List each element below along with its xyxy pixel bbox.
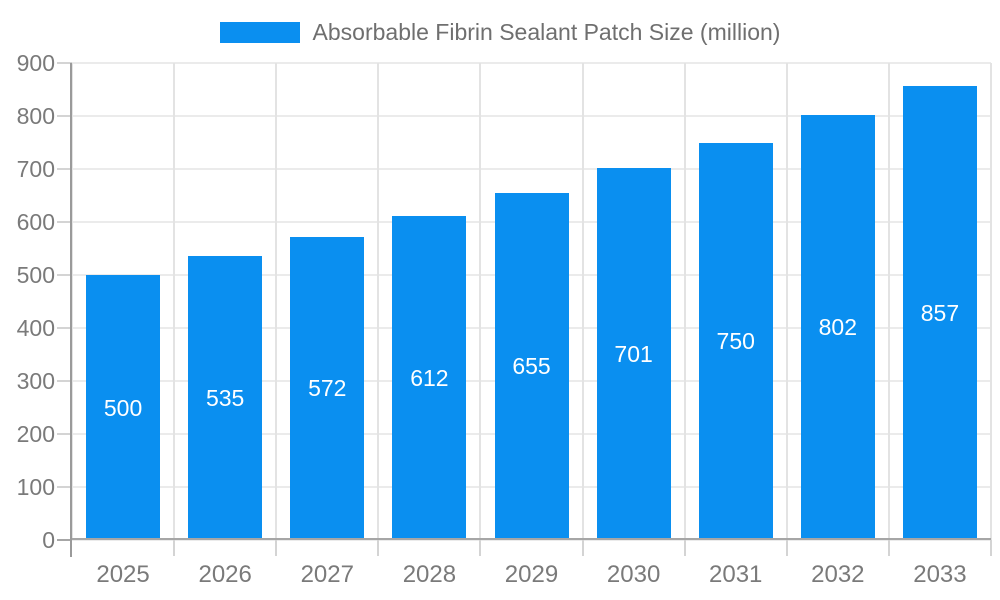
plot-area: 0 100 200 300 400 500 600 700 800 900 500 535 572 61… [17,50,992,588]
x-tick-label: 2026 [198,561,252,588]
bar-value-label: 750 [716,328,755,355]
y-tick-label: 600 [16,209,55,235]
v-gridline [990,63,992,540]
x-axis-line [72,538,991,540]
y-tick-mark [57,539,72,541]
y-tick-mark [57,62,72,64]
v-gridline [71,63,73,540]
bar-2027[interactable] [290,236,365,540]
x-tick-mark [581,540,584,556]
h-gridline [72,62,991,64]
x-tick-mark [785,540,788,556]
x-tick-mark [479,540,482,556]
x-tick-mark [275,540,278,556]
bar-2033[interactable] [902,85,977,540]
y-axis-line [70,63,72,557]
y-tick-mark [57,168,72,170]
y-tick-mark [57,221,72,223]
x-tick-mark [990,540,992,556]
x-tick-label: 2033 [913,561,967,588]
y-tick-label: 0 [42,527,55,553]
x-tick-label: 2025 [96,561,150,588]
y-tick-mark [57,327,72,329]
x-tick-label: 2028 [402,561,457,588]
y-tick-mark [57,486,72,488]
v-gridline [377,63,380,540]
bar-2025[interactable] [86,275,161,540]
bar-value-label: 612 [410,364,449,391]
bar-value-label: 572 [308,375,347,402]
x-tick-mark [683,540,686,556]
v-gridline [683,63,686,540]
y-tick-label: 800 [16,103,55,129]
bar-2030[interactable] [596,168,671,540]
x-tick-mark [173,540,176,556]
bar-value-label: 802 [818,314,858,341]
x-tick-label: 2027 [300,561,354,588]
legend-swatch-icon [219,21,300,43]
bar-2029[interactable] [494,192,569,540]
x-tick-label: 2032 [811,561,865,588]
x-tick-label: 2029 [504,561,559,588]
v-gridline [581,63,584,540]
y-tick-label: 700 [16,156,55,182]
v-gridline [887,63,890,540]
y-tick-label: 500 [16,262,55,288]
y-tick-mark [57,274,72,276]
bar-value-label: 701 [614,341,653,368]
y-tick-label: 100 [16,474,55,500]
bar-value-label: 535 [205,385,245,412]
legend-label: Absorbable Fibrin Sealant Patch Size (mi… [312,18,781,45]
x-tick-mark [887,540,890,556]
bar-2032[interactable] [800,114,875,540]
v-gridline [275,63,278,540]
bar-2031[interactable] [698,142,773,540]
h-gridline [72,115,991,117]
v-gridline [173,63,176,540]
x-tick-label: 2030 [606,561,661,588]
legend-item[interactable]: Absorbable Fibrin Sealant Patch Size (mi… [0,19,1000,45]
y-tick-label: 400 [16,315,55,341]
bar-value-label: 655 [512,353,551,380]
y-tick-mark [57,380,72,382]
h-gridline [72,539,991,541]
x-tick-mark [377,540,380,556]
y-tick-label: 300 [16,368,55,394]
y-tick-mark [57,115,72,117]
x-tick-label: 2031 [709,561,763,588]
h-gridline [72,168,991,170]
v-gridline [785,63,788,540]
bar-value-label: 500 [103,394,143,421]
bar-2028[interactable] [392,215,467,540]
bar-2026[interactable] [188,256,263,540]
v-gridline [479,63,482,540]
y-tick-mark [57,433,72,435]
bar-value-label: 857 [920,299,960,326]
y-tick-label: 200 [16,421,55,447]
y-tick-label: 900 [16,50,55,76]
